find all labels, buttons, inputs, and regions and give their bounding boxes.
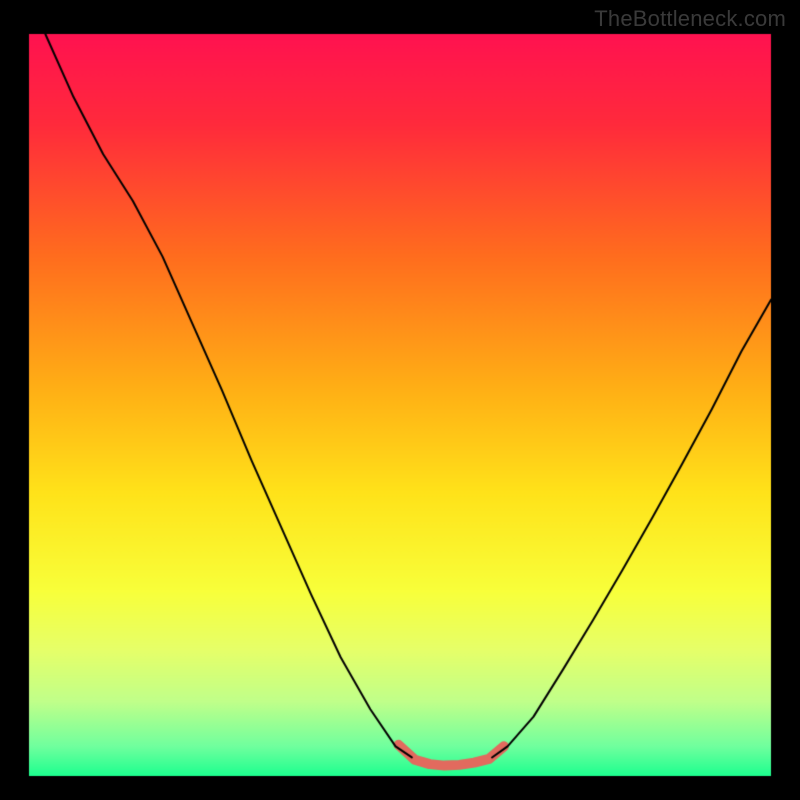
watermark-text: TheBottleneck.com xyxy=(594,6,786,32)
bottleneck-chart xyxy=(0,0,800,800)
chart-stage: TheBottleneck.com xyxy=(0,0,800,800)
